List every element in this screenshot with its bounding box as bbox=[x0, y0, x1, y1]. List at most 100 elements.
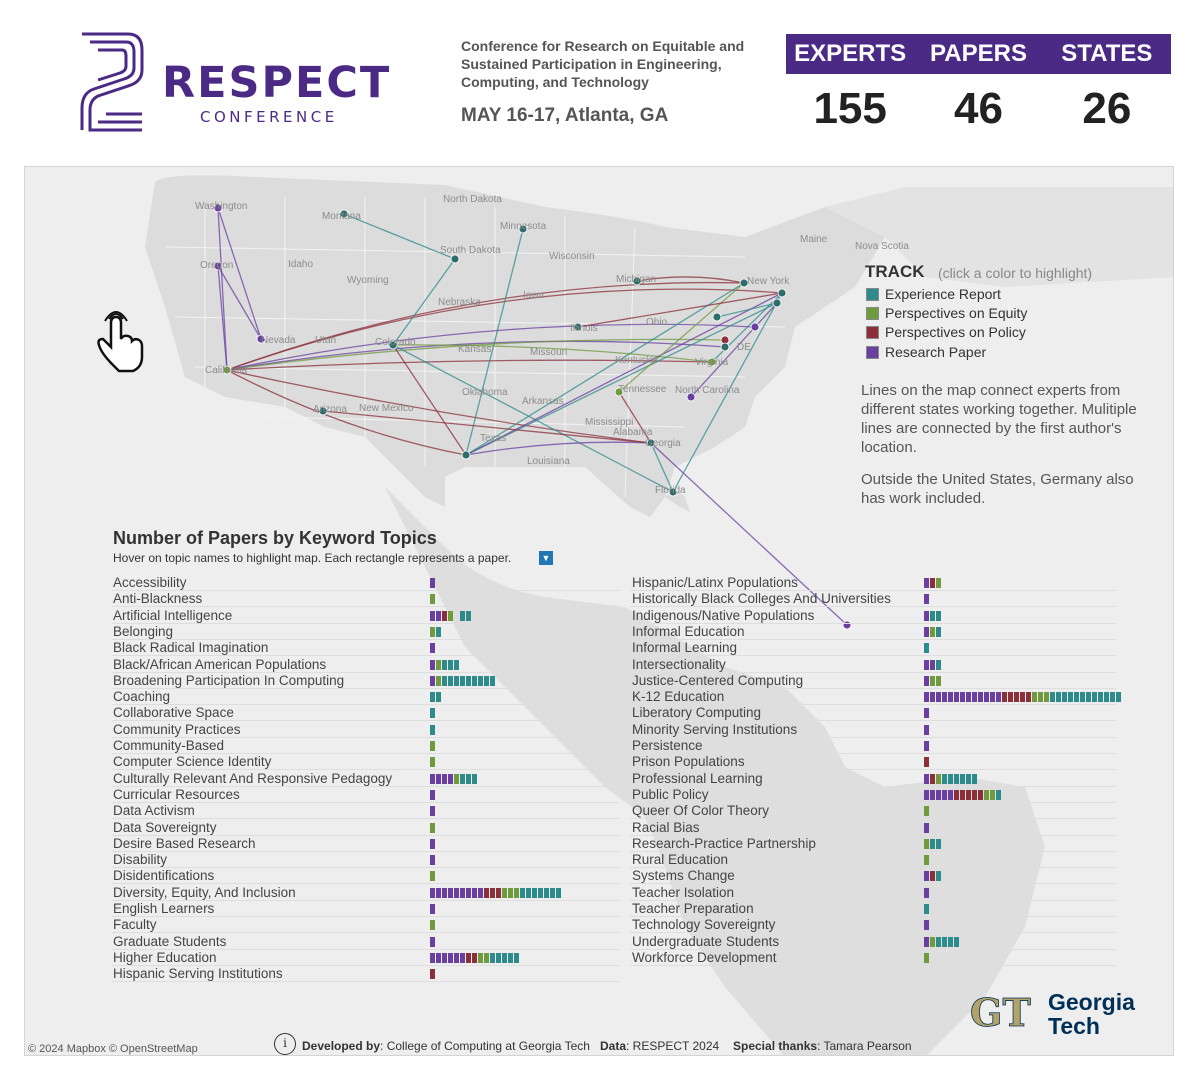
paper-rect[interactable] bbox=[930, 659, 935, 670]
paper-rect[interactable] bbox=[1002, 692, 1007, 703]
keyword-name[interactable]: Minority Serving Institutions bbox=[632, 721, 798, 737]
paper-rect[interactable] bbox=[930, 578, 935, 588]
paper-rect[interactable] bbox=[1032, 692, 1037, 703]
paper-rect[interactable] bbox=[430, 692, 435, 703]
paper-rect[interactable] bbox=[1074, 692, 1079, 703]
paper-rect[interactable] bbox=[924, 578, 929, 588]
paper-rect[interactable] bbox=[454, 675, 459, 686]
paper-rect[interactable] bbox=[1038, 692, 1043, 703]
keyword-row[interactable]: Racial Bias bbox=[630, 820, 1116, 836]
paper-rect[interactable] bbox=[960, 773, 965, 784]
paper-rect[interactable] bbox=[930, 610, 935, 621]
paper-rect[interactable] bbox=[990, 692, 995, 703]
keyword-name[interactable]: Public Policy bbox=[632, 786, 709, 802]
keyword-row[interactable]: Artificial Intelligence bbox=[111, 608, 619, 624]
paper-rect[interactable] bbox=[1026, 692, 1031, 703]
paper-rect[interactable] bbox=[430, 578, 435, 588]
paper-rect[interactable] bbox=[948, 789, 953, 800]
keyword-row[interactable]: Belonging bbox=[111, 624, 619, 640]
keyword-name[interactable]: Graduate Students bbox=[113, 933, 227, 949]
paper-rect[interactable] bbox=[454, 611, 459, 621]
keyword-name[interactable]: Black/African American Populations bbox=[113, 656, 327, 672]
paper-rect[interactable] bbox=[448, 659, 453, 670]
keyword-name[interactable]: Teacher Isolation bbox=[632, 884, 735, 900]
paper-rect[interactable] bbox=[556, 887, 561, 898]
paper-rect[interactable] bbox=[430, 773, 435, 784]
paper-rect[interactable] bbox=[484, 887, 489, 898]
paper-rect[interactable] bbox=[924, 806, 929, 817]
paper-rect[interactable] bbox=[930, 692, 935, 703]
paper-rect[interactable] bbox=[924, 887, 929, 898]
keyword-name[interactable]: Professional Learning bbox=[632, 770, 763, 786]
paper-rect[interactable] bbox=[436, 626, 441, 637]
paper-rect[interactable] bbox=[442, 773, 447, 784]
keyword-row[interactable]: Workforce Development bbox=[630, 950, 1116, 966]
paper-rect[interactable] bbox=[924, 936, 929, 947]
paper-rect[interactable] bbox=[954, 789, 959, 800]
paper-rect[interactable] bbox=[430, 789, 435, 800]
keyword-row[interactable]: Disability bbox=[111, 852, 619, 869]
collaboration-line[interactable] bbox=[577, 292, 783, 328]
keyword-name[interactable]: Prison Populations bbox=[632, 754, 745, 770]
paper-rect[interactable] bbox=[1008, 692, 1013, 703]
paper-rect[interactable] bbox=[960, 789, 965, 800]
keyword-name[interactable]: Faculty bbox=[113, 917, 157, 933]
keyword-name[interactable]: Historically Black Colleges And Universi… bbox=[632, 591, 891, 607]
paper-rect[interactable] bbox=[924, 741, 929, 751]
keyword-row[interactable]: Systems Change bbox=[630, 868, 1116, 885]
paper-rect[interactable] bbox=[472, 675, 477, 686]
keyword-row[interactable]: Indigenous/Native Populations bbox=[630, 608, 1116, 624]
paper-rect[interactable] bbox=[466, 887, 471, 898]
paper-rect[interactable] bbox=[430, 626, 435, 637]
paper-rect[interactable] bbox=[930, 838, 935, 849]
expert-location-dot[interactable] bbox=[777, 288, 787, 298]
paper-rect[interactable] bbox=[454, 887, 459, 898]
paper-rect[interactable] bbox=[1104, 692, 1109, 703]
paper-rect[interactable] bbox=[484, 952, 489, 963]
keyword-name[interactable]: Collaborative Space bbox=[113, 705, 234, 721]
keyword-row[interactable]: Desire Based Research bbox=[111, 836, 619, 852]
paper-rect[interactable] bbox=[454, 659, 459, 670]
paper-rect[interactable] bbox=[1062, 692, 1067, 703]
paper-rect[interactable] bbox=[442, 610, 447, 621]
paper-rect[interactable] bbox=[936, 692, 941, 703]
paper-rect[interactable] bbox=[966, 773, 971, 784]
keyword-row[interactable]: Prison Populations bbox=[630, 754, 1116, 771]
info-icon[interactable]: i bbox=[274, 1033, 296, 1055]
keyword-row[interactable]: Data Activism bbox=[111, 803, 619, 820]
paper-rect[interactable] bbox=[430, 952, 435, 963]
keyword-name[interactable]: Undergraduate Students bbox=[632, 933, 780, 949]
paper-rect[interactable] bbox=[460, 952, 465, 963]
keyword-row[interactable]: Coaching bbox=[111, 689, 619, 706]
paper-rect[interactable] bbox=[1098, 692, 1103, 703]
collaboration-line[interactable] bbox=[343, 213, 456, 260]
keyword-row[interactable]: Anti-Blackness bbox=[111, 591, 619, 608]
paper-rect[interactable] bbox=[930, 871, 935, 882]
expert-location-dot[interactable] bbox=[686, 392, 696, 402]
paper-rect[interactable] bbox=[930, 626, 935, 637]
paper-rect[interactable] bbox=[496, 887, 501, 898]
keyword-row[interactable]: Diversity, Equity, And Inclusion bbox=[111, 885, 619, 901]
paper-rect[interactable] bbox=[966, 692, 971, 703]
collaboration-line[interactable] bbox=[226, 369, 467, 456]
keyword-name[interactable]: Community Practices bbox=[113, 721, 241, 737]
paper-rect[interactable] bbox=[924, 643, 929, 654]
paper-rect[interactable] bbox=[550, 887, 555, 898]
keyword-name[interactable]: Coaching bbox=[113, 689, 171, 705]
paper-rect[interactable] bbox=[430, 855, 435, 866]
paper-rect[interactable] bbox=[972, 692, 977, 703]
paper-rect[interactable] bbox=[924, 871, 929, 882]
collaboration-line[interactable] bbox=[672, 292, 783, 493]
keyword-row[interactable]: Higher Education bbox=[111, 950, 619, 966]
paper-rect[interactable] bbox=[996, 789, 1001, 800]
paper-rect[interactable] bbox=[924, 757, 929, 768]
collaboration-line[interactable] bbox=[217, 207, 262, 340]
collaboration-line[interactable] bbox=[226, 323, 756, 371]
collaboration-line[interactable] bbox=[226, 281, 745, 371]
keyword-row[interactable]: Community-Based bbox=[111, 738, 619, 754]
collaboration-line[interactable] bbox=[392, 344, 674, 493]
paper-rect[interactable] bbox=[430, 936, 435, 947]
paper-rect[interactable] bbox=[930, 936, 935, 947]
keyword-name[interactable]: Artificial Intelligence bbox=[113, 607, 233, 623]
paper-rect[interactable] bbox=[978, 789, 983, 800]
